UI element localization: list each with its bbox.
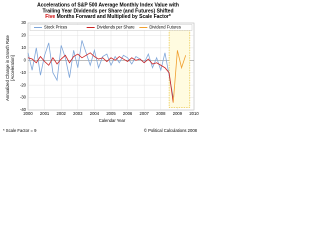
- chart-title: Five Months Forward and Multiplied by Sc…: [45, 14, 171, 20]
- y-tick-label: 10: [21, 45, 26, 50]
- legend-box: [29, 24, 193, 31]
- x-tick-label: 2007: [140, 111, 150, 116]
- y-tick-label: -30: [20, 95, 27, 100]
- title-rest: Months Forward and Multiplied by Scale F…: [57, 14, 171, 20]
- legend-label: Dividends per Share: [97, 25, 136, 30]
- chart: Accelerations of S&P 500 Average Monthly…: [0, 0, 200, 137]
- footnote: * Scale Factor = 9: [3, 128, 37, 133]
- x-tick-label: 2003: [73, 111, 83, 116]
- y-tick-label: -10: [20, 70, 27, 75]
- x-tick-label: 2006: [123, 111, 133, 116]
- x-tick-label: 2005: [106, 111, 116, 116]
- chart-title: Accelerations of S&P 500 Average Monthly…: [37, 2, 179, 8]
- x-tick-label: 2000: [23, 111, 33, 116]
- y-tick-label: -40: [20, 107, 27, 112]
- series-line: [172, 50, 187, 103]
- series-line: [27, 52, 174, 103]
- x-tick-label: 2001: [40, 111, 50, 116]
- y-tick-label: -20: [20, 82, 27, 87]
- x-tick-label: 2010: [189, 111, 199, 116]
- x-tick-label: 2004: [90, 111, 100, 116]
- x-axis-label: Calendar Year: [99, 118, 126, 123]
- credit: © Political Calculations 2008: [144, 128, 198, 133]
- series-line: [27, 40, 174, 98]
- y-axis-label: [Acceleration]: [10, 55, 15, 80]
- y-axis-label: Annualized Change in Growth Rate: [5, 35, 10, 101]
- x-tick-label: 2008: [156, 111, 166, 116]
- y-tick-label: 20: [21, 33, 26, 38]
- x-tick-label: 2002: [57, 111, 67, 116]
- legend-label: Dividend Futures: [149, 25, 181, 30]
- y-tick-label: 0: [24, 57, 27, 62]
- chart-title: Trailing Year Dividends per Share (and F…: [42, 8, 173, 14]
- title-highlight: Five: [45, 14, 55, 20]
- page: {"chart_data": {"type": "line", "title_l…: [0, 0, 200, 137]
- x-tick-label: 2009: [173, 111, 183, 116]
- legend-label: Stock Prices: [44, 25, 67, 30]
- y-tick-label: 30: [21, 20, 26, 25]
